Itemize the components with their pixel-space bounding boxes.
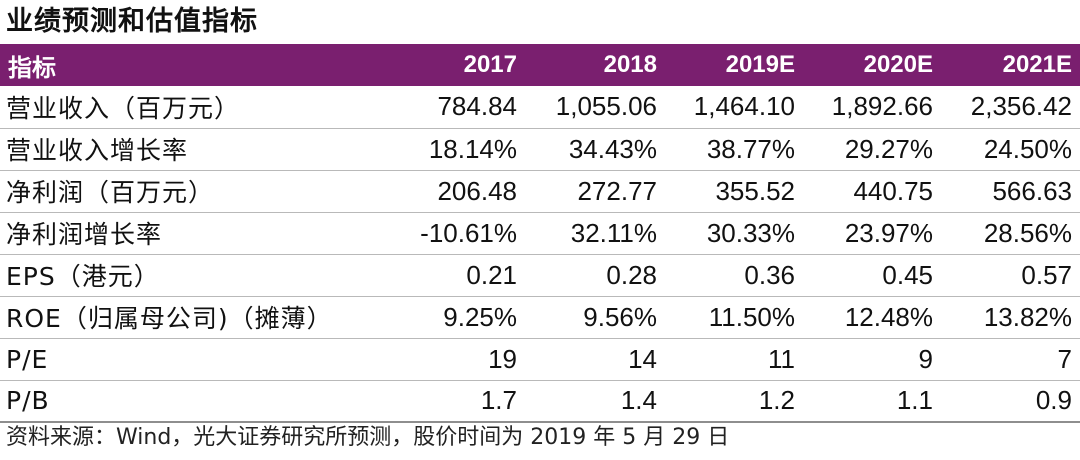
table-cell: 9 xyxy=(918,343,933,374)
row-label: P/B xyxy=(6,386,50,416)
source-note: 资料来源：Wind，光大证券研究所预测，股价时间为 2019 年 5 月 29 … xyxy=(6,425,730,450)
table-row: ROE（归属母公司)（摊薄） 9.25% 9.56% 11.50% 12.48%… xyxy=(0,296,1080,338)
table-cell: 9.25% xyxy=(443,301,517,332)
table-cell: 13.82% xyxy=(983,301,1072,332)
table-cell: 11.50% xyxy=(708,301,795,332)
header-2021e: 2021E xyxy=(1002,51,1072,78)
forecast-valuation-table: 指标 2017 2018 2019E 2020E 2021E 营业收入（百万元）… xyxy=(0,44,1080,423)
row-label: 净利润（百万元） xyxy=(6,178,215,207)
table-cell: 355.52 xyxy=(715,175,795,206)
table-cell: 28.56% xyxy=(983,217,1072,248)
table-cell: 23.97% xyxy=(844,217,933,248)
table-row: 营业收入增长率 18.14% 34.43% 38.77% 29.27% 24.5… xyxy=(0,128,1080,170)
table-cell: -10.61% xyxy=(420,217,517,248)
row-label: 净利润增长率 xyxy=(6,220,163,249)
table-row: P/E 19 14 11 9 7 xyxy=(0,338,1080,380)
table-cell: 12.48% xyxy=(844,301,933,332)
table-cell: 784.84 xyxy=(437,91,517,122)
table-row: 净利润（百万元） 206.48 272.77 355.52 440.75 566… xyxy=(0,170,1080,212)
header-2017: 2017 xyxy=(463,51,517,78)
table-cell: 566.63 xyxy=(992,175,1072,206)
table-cell: 1.7 xyxy=(480,385,517,416)
header-2020e: 2020E xyxy=(863,51,933,78)
table-cell: 0.36 xyxy=(744,259,795,290)
table-cell: 14 xyxy=(628,343,657,374)
table-cell: 0.28 xyxy=(606,259,657,290)
table-cell: 34.43% xyxy=(568,133,657,164)
row-label: P/E xyxy=(6,344,49,374)
table-cell: 24.50% xyxy=(983,133,1072,164)
table-row: EPS（港元） 0.21 0.28 0.36 0.45 0.57 xyxy=(0,254,1080,296)
table-cell: 1.1 xyxy=(896,385,933,416)
row-label: ROE（归属母公司)（摊薄） xyxy=(6,304,333,333)
table-cell: 32.11% xyxy=(570,217,657,248)
table-title: 业绩预测和估值指标 xyxy=(6,6,258,37)
table-cell: 206.48 xyxy=(437,175,517,206)
table-cell: 0.45 xyxy=(882,259,933,290)
table-cell: 1,055.06 xyxy=(555,91,657,122)
table-cell: 38.77% xyxy=(706,133,795,164)
table-header-row: 指标 2017 2018 2019E 2020E 2021E xyxy=(0,44,1080,86)
table-cell: 0.9 xyxy=(1035,385,1072,416)
header-2019e: 2019E xyxy=(725,51,795,78)
table-row: 营业收入（百万元） 784.84 1,055.06 1,464.10 1,892… xyxy=(0,86,1080,128)
table-cell: 1,464.10 xyxy=(693,91,795,122)
table-cell: 19 xyxy=(488,343,517,374)
row-label: EPS（港元） xyxy=(6,262,160,291)
table-row: 净利润增长率 -10.61% 32.11% 30.33% 23.97% 28.5… xyxy=(0,212,1080,254)
table-cell: 7 xyxy=(1057,343,1072,374)
row-label: 营业收入增长率 xyxy=(6,136,189,165)
table-cell: 29.27% xyxy=(844,133,933,164)
header-metric: 指标 xyxy=(8,53,56,82)
table-cell: 1,892.66 xyxy=(831,91,933,122)
table-cell: 11 xyxy=(768,343,795,374)
header-2018: 2018 xyxy=(603,51,657,78)
table-cell: 0.21 xyxy=(466,259,517,290)
table-cell: 18.14% xyxy=(428,133,517,164)
table-row: P/B 1.7 1.4 1.2 1.1 0.9 xyxy=(0,380,1080,422)
table-cell: 30.33% xyxy=(706,217,795,248)
table-cell: 1.2 xyxy=(758,385,795,416)
row-label: 营业收入（百万元） xyxy=(6,93,241,123)
table-cell: 2,356.42 xyxy=(970,91,1072,122)
table-cell: 1.4 xyxy=(620,385,657,416)
table-cell: 0.57 xyxy=(1021,259,1072,290)
table-cell: 272.77 xyxy=(577,175,657,206)
table-cell: 9.56% xyxy=(583,301,657,332)
table-cell: 440.75 xyxy=(853,175,933,206)
